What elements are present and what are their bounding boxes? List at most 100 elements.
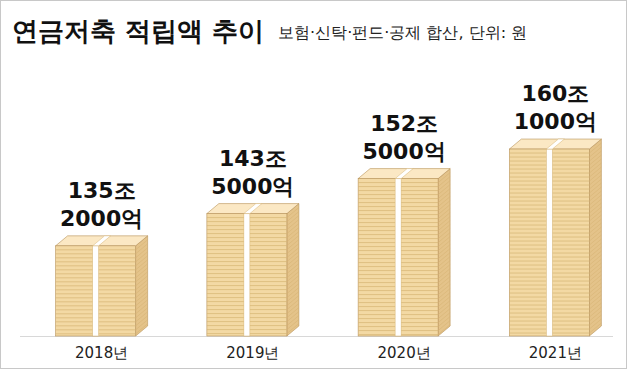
bar [509, 149, 589, 336]
stripe [136, 308, 148, 318]
stack-top [358, 169, 450, 179]
stripe [136, 312, 148, 322]
stripe [287, 240, 299, 250]
data-label-line: 2000억 [60, 206, 143, 231]
stripe [287, 320, 299, 330]
strap [546, 139, 564, 149]
stripe [589, 151, 601, 161]
stripe [287, 280, 299, 290]
stripe [438, 221, 450, 231]
stripe [589, 219, 601, 229]
stripe [589, 283, 601, 293]
bars [56, 139, 602, 336]
stripe [136, 248, 148, 258]
data-label-line: 160조 [521, 81, 589, 106]
stripe [589, 187, 601, 197]
stripe [589, 195, 601, 205]
stripe [589, 159, 601, 169]
stripe [438, 321, 450, 331]
title: 연금저축 적립액 추이 [12, 16, 264, 46]
money-stack [56, 236, 148, 336]
stripe [136, 320, 148, 330]
stripe [287, 308, 299, 318]
stripe [438, 261, 450, 271]
stripe [287, 288, 299, 298]
stripe [589, 247, 601, 257]
stripe [438, 289, 450, 299]
stripe [287, 212, 299, 222]
stripe [438, 325, 450, 335]
stripe [438, 193, 450, 203]
stripe [589, 271, 601, 281]
money-stack [207, 204, 299, 336]
stripe [589, 319, 601, 329]
stripe [589, 203, 601, 213]
strap [546, 149, 552, 336]
stripe [438, 285, 450, 295]
stripe [589, 171, 601, 181]
stripe [287, 208, 299, 218]
frame [1, 1, 627, 369]
stripe [589, 207, 601, 217]
stripe [287, 304, 299, 314]
category-label: 2021년 [529, 344, 582, 362]
stripe [589, 243, 601, 253]
category-label: 2019년 [226, 344, 279, 362]
stripe [589, 291, 601, 301]
stripe [287, 216, 299, 226]
stack-top [56, 236, 148, 246]
stripe [589, 275, 601, 285]
stripe [287, 300, 299, 310]
stripe [589, 235, 601, 245]
stripe [136, 284, 148, 294]
stripe [136, 276, 148, 286]
stripe [438, 201, 450, 211]
stripe [438, 213, 450, 223]
stripe [438, 205, 450, 215]
stripe [589, 183, 601, 193]
stripe [589, 251, 601, 261]
data-label: 152조5000억 [363, 111, 446, 164]
stripe [287, 312, 299, 322]
stripe [438, 241, 450, 251]
stripe [438, 293, 450, 303]
stripe [136, 292, 148, 302]
stripe [287, 244, 299, 254]
stripe [287, 232, 299, 242]
stripe [438, 229, 450, 239]
data-label-line: 143조 [219, 146, 287, 171]
stripe [589, 147, 601, 157]
stripe [589, 191, 601, 201]
category-label: 2020년 [378, 344, 431, 362]
stripe [589, 295, 601, 305]
stack-top [207, 204, 299, 214]
stripe [287, 284, 299, 294]
stripe [589, 167, 601, 177]
stripe [136, 268, 148, 278]
stripe [287, 248, 299, 258]
stripe [589, 163, 601, 173]
stripe [438, 265, 450, 275]
stripe [438, 185, 450, 195]
data-label: 135조2000억 [60, 178, 143, 231]
stripe [589, 255, 601, 265]
stripe [287, 276, 299, 286]
stripe [136, 244, 148, 254]
stripe [589, 279, 601, 289]
stripe [438, 297, 450, 307]
strap [93, 246, 99, 336]
stripe [136, 252, 148, 262]
stripe [136, 288, 148, 298]
stripe [438, 313, 450, 323]
stripe [287, 296, 299, 306]
stripe [287, 252, 299, 262]
stripe [438, 245, 450, 255]
bar [56, 246, 136, 336]
stripe [589, 267, 601, 277]
stack-side [136, 236, 148, 336]
stripe [589, 315, 601, 325]
stripe [589, 143, 601, 153]
stripe [287, 324, 299, 334]
stripe [136, 316, 148, 326]
stripe [438, 209, 450, 219]
